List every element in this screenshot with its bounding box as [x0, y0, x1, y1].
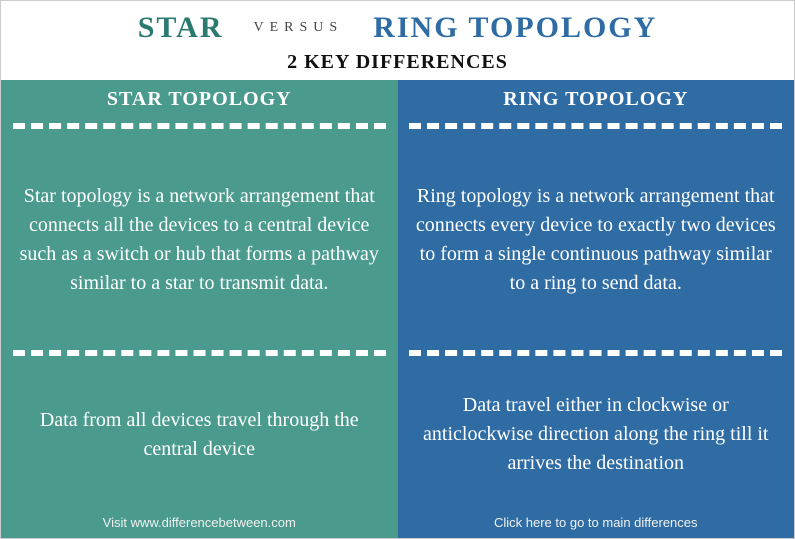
left-behavior: Data from all devices travel through the… — [1, 360, 398, 509]
right-column: RING TOPOLOGY Ring topology is a network… — [398, 80, 795, 538]
comparison-columns: STAR TOPOLOGY Star topology is a network… — [1, 80, 794, 538]
divider-icon — [1, 346, 398, 360]
left-column: STAR TOPOLOGY Star topology is a network… — [1, 80, 398, 538]
left-definition: Star topology is a network arrangement t… — [1, 133, 398, 346]
divider-icon — [1, 119, 398, 133]
right-behavior: Data travel either in clockwise or antic… — [398, 360, 795, 509]
right-footer-link[interactable]: Click here to go to main differences — [398, 509, 795, 538]
header-left-term: STAR — [138, 11, 224, 45]
comparison-infographic: STAR VERSUS RING TOPOLOGY 2 KEY DIFFEREN… — [0, 0, 795, 539]
left-column-title: STAR TOPOLOGY — [1, 80, 398, 119]
subtitle: 2 KEY DIFFERENCES — [1, 51, 794, 80]
right-definition: Ring topology is a network arrangement t… — [398, 133, 795, 346]
header-versus: VERSUS — [254, 20, 344, 36]
divider-icon — [398, 119, 795, 133]
right-column-title: RING TOPOLOGY — [398, 80, 795, 119]
left-footer-link[interactable]: Visit www.differencebetween.com — [1, 509, 398, 538]
header-right-term: RING TOPOLOGY — [373, 11, 657, 45]
divider-icon — [398, 346, 795, 360]
header: STAR VERSUS RING TOPOLOGY — [1, 1, 794, 51]
